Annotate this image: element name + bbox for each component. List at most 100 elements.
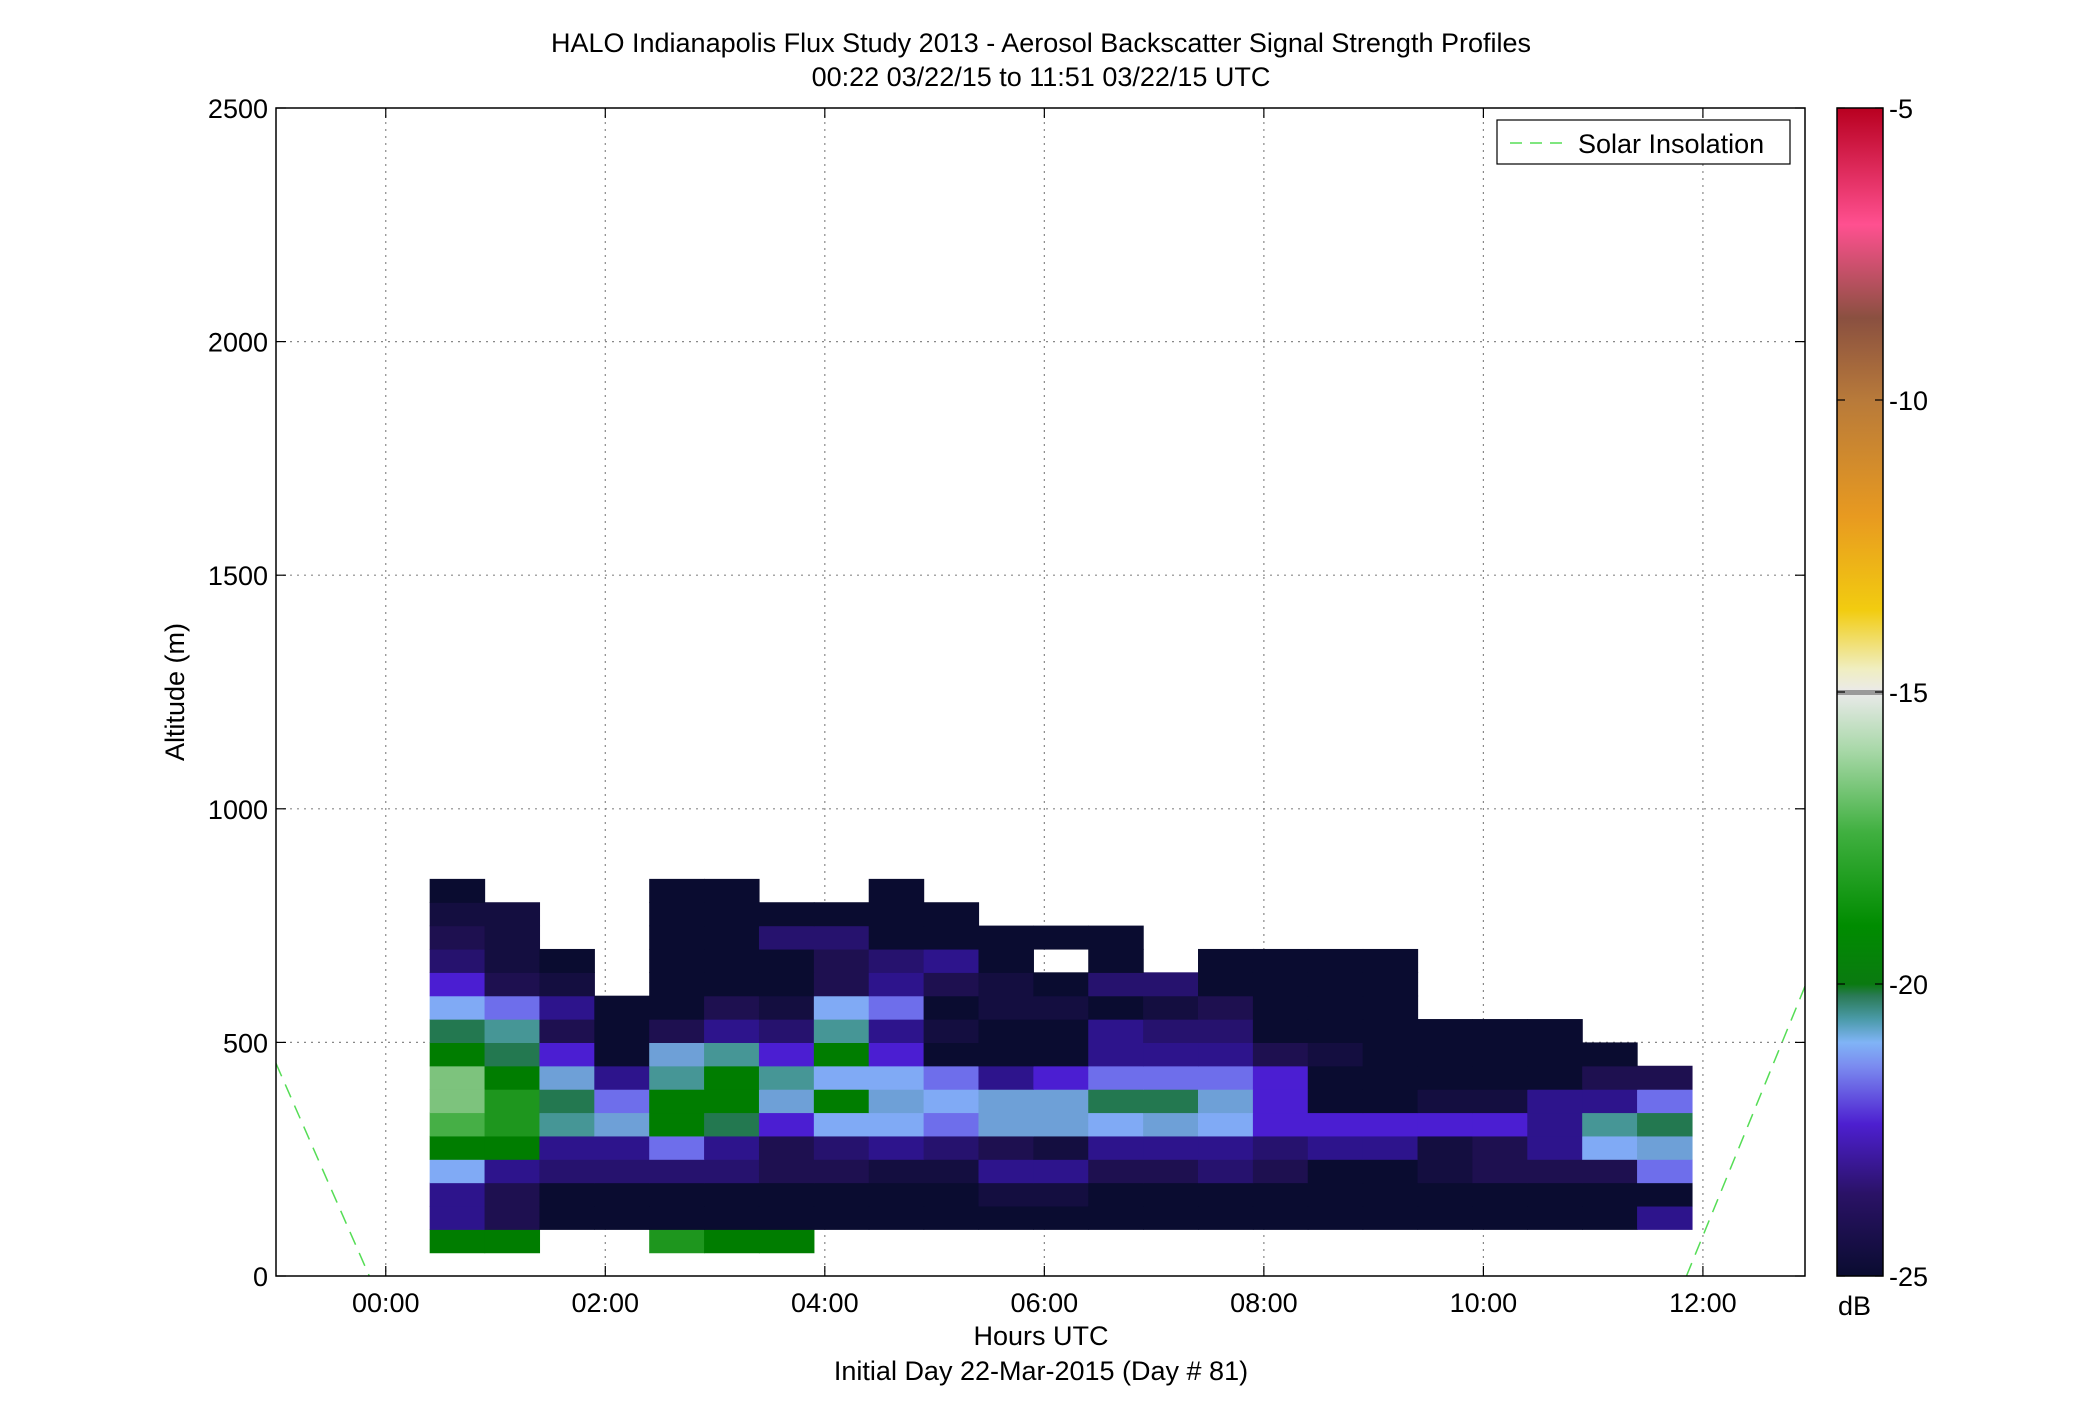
heatmap-cell [1198,948,1254,973]
heatmap-cell [539,1112,595,1137]
heatmap-cell [1088,1135,1144,1160]
heatmap-cell [704,1182,760,1207]
heatmap-cell [1033,1042,1089,1067]
heatmap-cell [1582,1112,1638,1137]
heatmap-cell [868,1042,925,1067]
heatmap-cell [484,995,541,1020]
y-tick-label: 2500 [208,94,268,124]
heatmap-cell [1417,1205,1474,1230]
heatmap-cell [1307,948,1364,973]
axis-ticks: 00:00 02:00 04:00 06:00 08:00 10:00 12:00 0 500 1… [208,94,1805,1318]
heatmap-cell [649,1019,705,1043]
heatmap-cell [649,1042,705,1067]
heatmap-cell [813,995,870,1020]
heatmap-cell [649,948,705,973]
heatmap-cell [429,878,486,903]
heatmap-cell [539,1042,595,1067]
heatmap-cell [868,925,925,950]
heatmap-cell [484,1019,541,1043]
heatmap-cell [1417,1135,1474,1160]
heatmap-cell [1198,1112,1254,1137]
heatmap-cell [484,1089,541,1114]
colorbar-unit-label: dB [1838,1291,1871,1321]
heatmap-cell [484,948,541,973]
heatmap-cell [1143,1159,1199,1184]
heatmap-cell [429,972,486,997]
heatmap-cell [649,902,705,927]
heatmap-cell [429,995,486,1020]
heatmap-cell [429,1159,486,1184]
heatmap-cell [429,925,486,950]
heatmap-cell [1088,1065,1144,1090]
heatmap-cell [1252,1065,1309,1090]
heatmap-cell [1362,948,1419,973]
heatmap-cell [649,1089,705,1114]
heatmap-cell [1033,1112,1089,1137]
heatmap-cell [484,1065,541,1090]
heatmap-cell [978,1182,1034,1207]
heatmap-cell [704,948,760,973]
heatmap-cell [1307,972,1364,997]
y-tick-label: 1000 [208,795,268,825]
heatmap-cell [758,972,815,997]
heatmap-cell [429,1019,486,1043]
heatmap-cell [649,1205,705,1230]
heatmap-cell [1417,1019,1474,1043]
heatmap-cell [1527,1042,1583,1067]
heatmap-cell [923,1019,980,1043]
x-axis-label-day: Initial Day 22-Mar-2015 (Day # 81) [834,1356,1248,1386]
x-tick-label: 08:00 [1230,1288,1298,1318]
heatmap-cell [1417,1065,1474,1090]
heatmap-cell [539,1065,595,1090]
heatmap-cell [1088,1112,1144,1137]
heatmap-cell [1527,1089,1583,1114]
heatmap-cell [868,1089,925,1114]
heatmap-cell [1582,1135,1638,1160]
heatmap-cell [429,1089,486,1114]
heatmap-cell [813,972,870,997]
heatmap-cell [1527,1019,1583,1043]
heatmap-cell [1527,1205,1583,1230]
heatmap-cell [1527,1065,1583,1090]
heatmap-cell [1362,1089,1419,1114]
heatmap-cell [594,995,650,1020]
heatmap-cell [1033,1089,1089,1114]
heatmap-cell [1088,948,1144,973]
colorbar-tick-label: -10 [1889,386,1928,416]
heatmap-cell [1582,1205,1638,1230]
heatmap-cell [813,1065,870,1090]
heatmap-cell [1252,1089,1309,1114]
heatmap-cell [1362,1065,1419,1090]
heatmap-cell [704,1112,760,1137]
x-tick-label: 12:00 [1669,1288,1737,1318]
heatmap-cell [1088,1205,1144,1230]
y-axis-label: Altitude (m) [160,623,190,761]
heatmap-cell [1637,1135,1693,1160]
heatmap-cell [429,1205,486,1230]
chart-title: HALO Indianapolis Flux Study 2013 - Aero… [551,28,1531,58]
heatmap-cell [923,1112,980,1137]
heatmap-cell [594,1159,650,1184]
heatmap-cell [1088,1159,1144,1184]
heatmap-cell [1472,1205,1528,1230]
heatmap-cell [1198,1182,1254,1207]
heatmap-cell [1198,1089,1254,1114]
heatmap-cell [1252,1019,1309,1043]
heatmap-cell [539,972,595,997]
heatmap-cell [1307,1019,1364,1043]
heatmap-cell [594,1112,650,1137]
heatmap-cell [1417,1182,1474,1207]
heatmap-cell [1472,1065,1528,1090]
heatmap-cell [758,995,815,1020]
heatmap-cell [484,1112,541,1137]
heatmap-cell [484,1205,541,1230]
heatmap-cell [813,1159,870,1184]
solar-insolation-line [276,1063,370,1276]
heatmap-cell [1527,1182,1583,1207]
colorbar-tick-label: -20 [1889,970,1928,1000]
heatmap-cell [978,1159,1034,1184]
heatmap-cell [813,1019,870,1043]
heatmap-cell [1088,995,1144,1020]
heatmap-cell [1362,1182,1419,1207]
heatmap-cell [704,1042,760,1067]
